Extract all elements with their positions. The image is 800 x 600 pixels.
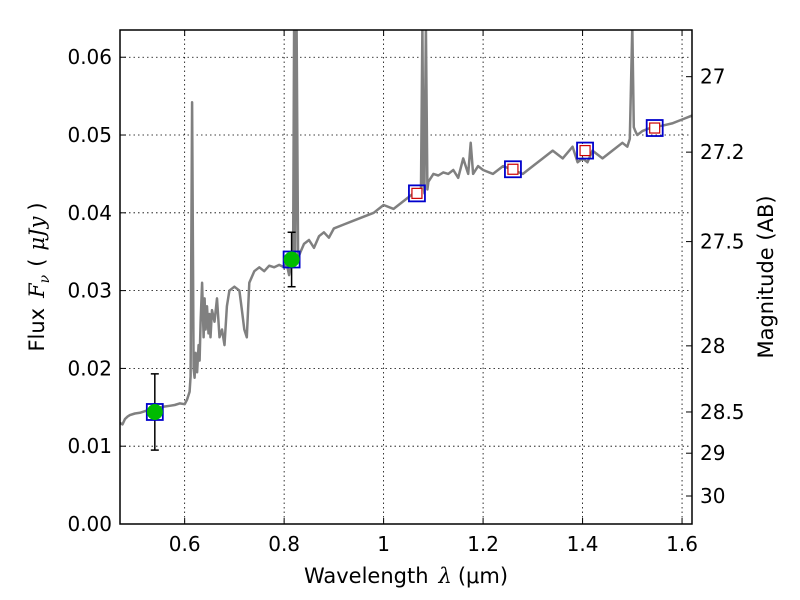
x-tick-label: 1.4 bbox=[567, 532, 599, 556]
synthetic-point-box bbox=[576, 141, 594, 160]
plot-frame bbox=[119, 29, 693, 525]
synthetic-point-box bbox=[504, 160, 522, 179]
synthetic-point-inner bbox=[649, 122, 661, 134]
synthetic-point-box bbox=[645, 119, 664, 137]
synthetic-point-box bbox=[408, 184, 426, 203]
y2-tick-label: 30 bbox=[700, 484, 725, 508]
y2-tick-label: 27.5 bbox=[700, 230, 745, 254]
x-tick-label: 0.8 bbox=[268, 532, 300, 556]
synthetic-point-inner bbox=[507, 163, 519, 175]
x-tick-label: 1.2 bbox=[467, 532, 499, 556]
model-spectrum-line bbox=[120, 30, 692, 426]
y2-tick-label: 28.5 bbox=[700, 400, 745, 424]
x-tick-label: 0.6 bbox=[169, 532, 201, 556]
y2-tick-label: 27 bbox=[700, 65, 725, 89]
y-tick-label: 0.00 bbox=[67, 512, 112, 536]
y-tick-label: 0.06 bbox=[67, 45, 112, 69]
synthetic-point-inner bbox=[579, 144, 591, 157]
observed-point bbox=[146, 403, 163, 420]
x-tick-label: 1 bbox=[377, 532, 390, 556]
x-axis-label: Wavelength λ (μm) bbox=[304, 564, 508, 588]
y-tick-label: 0.01 bbox=[67, 434, 112, 458]
y-axis-label: FluxFν(μJy) bbox=[25, 202, 53, 351]
y-tick-label: 0.05 bbox=[67, 123, 112, 147]
plot-area bbox=[120, 30, 692, 451]
y2-tick-label: 27.2 bbox=[700, 140, 745, 164]
axis-ticks: 0.6 0.8 1 1.2 1.4 1.6 0.00 0.01 0.02 0.03 0.04 0.05… bbox=[67, 30, 745, 556]
y2-tick-label: 29 bbox=[700, 441, 725, 465]
x-tick-label: 1.6 bbox=[666, 532, 698, 556]
y2-tick-label: 28 bbox=[700, 334, 725, 358]
synthetic-point-inner bbox=[411, 187, 423, 199]
y-tick-label: 0.04 bbox=[67, 201, 112, 225]
y2-axis-label: Magnitude (AB) bbox=[754, 195, 778, 358]
y-tick-label: 0.03 bbox=[67, 279, 112, 303]
y-tick-label: 0.02 bbox=[67, 356, 112, 380]
observed-point bbox=[283, 251, 300, 268]
